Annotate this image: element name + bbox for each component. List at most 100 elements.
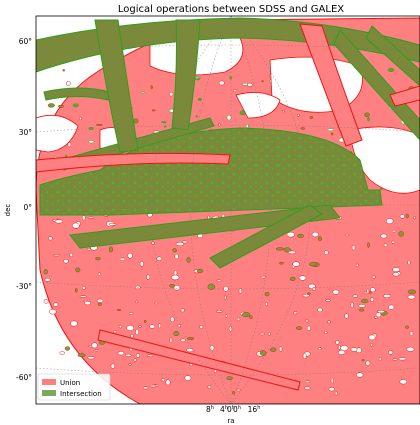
union-gap [49,309,56,314]
union-gap [400,215,405,219]
union-gap [388,305,394,310]
union-gap [312,232,319,237]
union-gap [290,277,295,281]
union-gap [384,243,387,247]
union-gap [45,278,51,281]
union-gap [324,331,327,333]
union-gap [368,243,370,248]
union-gap [233,90,237,92]
union-gap [128,253,133,258]
union-gap [372,276,375,279]
union-gap [171,275,179,280]
union-gap [279,262,283,264]
union-gap [362,359,365,361]
union-gap [44,299,48,303]
union-gap [365,113,370,117]
y-tick-label: 0° [23,203,32,212]
union-gap [307,326,310,331]
union-gap [399,358,407,361]
union-gap [174,270,177,275]
union-gap [136,301,138,303]
y-tick-label: 30° [19,128,33,137]
union-gap [139,326,142,328]
union-gap [154,302,158,304]
union-gap [92,343,98,348]
union-gap [152,242,155,245]
union-gap [363,292,367,294]
union-gap [345,234,349,236]
union-gap [407,347,414,351]
union-gap [351,303,354,308]
union-gap [187,257,191,262]
union-gap [78,354,86,357]
union-gap [305,387,311,390]
union-gap [87,248,91,250]
union-gap [243,83,248,85]
union-gap [96,257,101,260]
union-gap [297,234,303,238]
union-gap [53,303,58,307]
legend-swatch-intersection [42,390,56,396]
union-gap [71,321,78,326]
union-gap [44,269,48,274]
union-gap [410,331,413,335]
union-gap [216,310,222,312]
y-tick-label: -60° [16,373,32,382]
union-gap [64,259,69,263]
union-gap [120,258,125,261]
union-gap [268,332,271,335]
union-gap [73,104,79,107]
legend-label-intersection: Intersection [60,390,102,398]
union-gap [219,81,224,85]
union-gap [150,325,155,329]
union-gap [151,86,153,89]
union-gap [406,214,409,218]
union-gap [352,245,355,250]
union-gap [97,299,103,303]
legend-label-union: Union [60,379,80,387]
union-gap [48,104,55,108]
union-gap [288,251,296,254]
union-gap [408,295,415,299]
union-gap [229,326,232,331]
union-gap [400,380,407,385]
union-gap [224,296,226,300]
union-gap [388,351,392,355]
union-gap [187,337,193,340]
union-gap [366,361,370,366]
union-gap [379,357,381,360]
union-gap [242,312,250,317]
union-gap [270,348,276,352]
union-gap [361,299,368,303]
union-gap [380,189,382,190]
union-gap [336,340,340,344]
union-gap [181,339,186,342]
union-gap [150,385,157,387]
union-gap [117,309,121,311]
union-gap [143,387,148,389]
union-gap [109,223,116,225]
union-gap [405,326,408,329]
x-tick-label: 0h [233,405,241,414]
union-gap [85,301,91,305]
union-gap [175,254,179,259]
x-axis-label: ra [227,417,234,425]
union-gap [318,348,321,350]
union-gap [227,115,231,120]
union-gap [166,380,170,385]
union-gap [48,237,52,241]
union-gap [306,320,308,323]
union-gap [134,359,137,362]
union-gap [356,264,358,267]
union-gap [88,357,95,360]
union-gap [162,378,165,381]
union-gap [351,348,357,352]
union-gap [260,333,265,335]
union-gap [250,316,253,319]
union-gap [119,325,122,328]
union-gap [335,392,338,395]
union-gap [196,116,198,117]
union-gap [282,110,284,112]
union-gap [326,300,331,302]
union-gap [96,124,102,125]
